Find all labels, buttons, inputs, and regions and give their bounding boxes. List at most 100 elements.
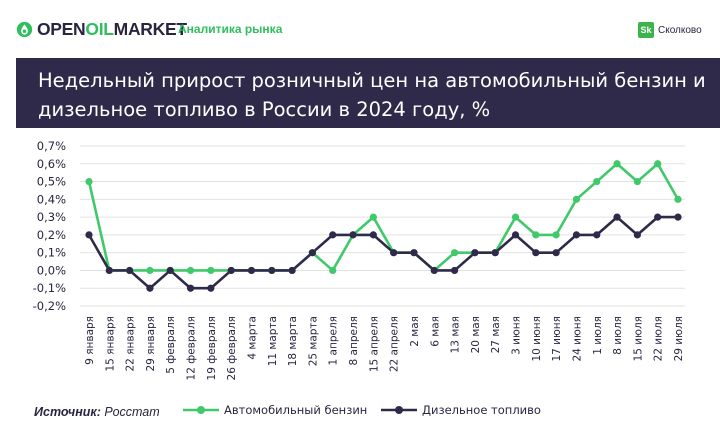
x-tick-label: 9 января: [84, 316, 96, 365]
data-point-diesel: [390, 249, 398, 257]
y-tick-label: 0,5%: [37, 175, 66, 189]
skolkovo-logo: Sk Сколково: [638, 22, 702, 38]
logo-prefix: OPEN: [37, 18, 86, 39]
y-tick-label: -0,2%: [33, 299, 66, 313]
x-tick-label: 19 февраля: [206, 316, 218, 380]
openoilmarket-logo[interactable]: OPENOILMARKET: [16, 16, 187, 42]
data-point-gasoline: [552, 231, 560, 239]
x-tick-label: 1 июля: [592, 316, 604, 355]
data-point-diesel: [166, 266, 174, 275]
x-tick-label: 20 мая: [470, 316, 482, 353]
data-point-gasoline: [511, 213, 520, 221]
data-point-diesel: [349, 231, 357, 239]
skolkovo-mark: Sk: [638, 22, 654, 38]
data-point-diesel: [410, 249, 418, 257]
x-tick-label: 25 марта: [307, 316, 319, 366]
legend-label-diesel: Дизельное топливо: [422, 403, 541, 417]
y-tick-label: 0,1%: [37, 246, 66, 260]
data-point-diesel: [308, 249, 317, 257]
x-tick-label: 27 мая: [490, 316, 502, 353]
data-point-gasoline: [186, 266, 195, 275]
logo-accent: OIL: [85, 18, 114, 39]
data-point-diesel: [511, 231, 520, 239]
data-point-diesel: [288, 266, 296, 275]
data-point-diesel: [126, 266, 134, 275]
data-point-gasoline: [146, 266, 154, 275]
data-point-gasoline: [329, 266, 337, 275]
x-tick-label: 13 мая: [450, 316, 462, 353]
data-point-gasoline: [369, 213, 377, 221]
y-tick-label: 0,2%: [37, 228, 66, 242]
x-tick-label: 3 июня: [511, 316, 523, 355]
data-point-diesel: [85, 231, 93, 239]
source-note: Источник: Росстат: [34, 405, 160, 419]
source-label: Источник:: [34, 405, 101, 419]
data-point-diesel: [552, 249, 560, 257]
y-tick-label: 0,4%: [37, 192, 66, 206]
data-point-gasoline: [207, 266, 215, 275]
y-tick-label: 0,0%: [37, 263, 66, 277]
data-point-gasoline: [674, 195, 682, 203]
y-tick-label: 0,3%: [37, 210, 66, 224]
chart-footer: Источник: Росстат Автомобильный бензин Д…: [0, 398, 720, 428]
data-point-diesel: [186, 284, 195, 292]
source-value: Росстат: [104, 405, 160, 419]
x-tick-label: 12 февраля: [186, 316, 198, 380]
data-point-diesel: [633, 231, 641, 239]
data-point-diesel: [369, 231, 377, 239]
x-tick-label: 29 января: [145, 316, 157, 371]
chart-series: [85, 160, 682, 292]
data-point-diesel: [430, 266, 438, 275]
x-tick-label: 15 января: [104, 316, 116, 371]
oil-drop-logo-icon: [16, 21, 33, 37]
y-axis-ticks: 0,7% 0,6% 0,5% 0,4% 0,3% 0,2% 0,1% 0,0% -0,1% -0,…: [33, 139, 66, 313]
chart-title-bar: Недельный прирост розничный цен на автом…: [16, 58, 720, 128]
data-point-gasoline: [654, 160, 662, 168]
data-point-diesel: [268, 266, 276, 275]
data-point-diesel: [491, 249, 499, 257]
data-point-gasoline: [450, 249, 459, 257]
data-point-diesel: [654, 213, 662, 221]
x-tick-label: 8 апреля: [348, 316, 360, 365]
x-tick-label: 6 мая: [429, 316, 441, 347]
x-tick-label: 26 февраля: [226, 316, 238, 380]
x-tick-label: 8 июля: [612, 316, 624, 355]
y-tick-label: 0,6%: [37, 157, 66, 171]
x-tick-label: 22 июля: [653, 316, 665, 361]
data-point-diesel: [207, 284, 215, 292]
x-tick-label: 22 апреля: [389, 316, 401, 372]
y-tick-label: 0,7%: [37, 139, 66, 153]
data-point-gasoline: [85, 177, 93, 186]
chart-title: Недельный прирост розничный цен на автом…: [38, 69, 706, 121]
logo-suffix: MARKET: [113, 18, 187, 39]
data-point-diesel: [674, 213, 682, 221]
legend-item-gasoline: Автомобильный бензин: [182, 403, 367, 417]
section-label: Аналитика рынка: [178, 22, 283, 36]
legend-item-diesel: Дизельное топливо: [380, 403, 541, 417]
x-tick-label: 15 апреля: [368, 316, 380, 372]
data-point-diesel: [450, 266, 459, 275]
data-point-diesel: [247, 266, 256, 275]
data-point-diesel: [471, 249, 479, 257]
data-point-diesel: [532, 249, 540, 257]
x-tick-label: 17 июня: [551, 316, 563, 362]
x-tick-label: 18 марта: [287, 316, 299, 366]
chart-gridlines: [80, 145, 685, 307]
header: OPENOILMARKET Аналитика рынка Sk Сколков…: [0, 0, 720, 58]
x-tick-label: 29 июля: [673, 316, 685, 361]
data-point-gasoline: [613, 160, 621, 168]
x-tick-label: 11 марта: [267, 316, 279, 366]
data-point-diesel: [146, 284, 154, 292]
x-axis-ticks: 9 января 15 января 22 января 29 января 5 фев…: [84, 316, 685, 380]
data-point-diesel: [593, 231, 601, 239]
line-chart: 0,7% 0,6% 0,5% 0,4% 0,3% 0,2% 0,1% 0,0% -0,1% -0,…: [33, 139, 685, 380]
x-tick-label: 1 апреля: [328, 316, 340, 365]
data-point-gasoline: [532, 231, 540, 239]
x-tick-label: 24 июня: [571, 316, 583, 362]
x-tick-label: 15 июля: [632, 316, 644, 361]
x-tick-label: 5 февраля: [165, 316, 177, 374]
skolkovo-name: Сколково: [658, 24, 702, 36]
legend-label-gasoline: Автомобильный бензин: [224, 403, 368, 417]
logo-wordmark: OPENOILMARKET: [37, 19, 187, 40]
x-tick-label: 22 января: [125, 316, 137, 371]
